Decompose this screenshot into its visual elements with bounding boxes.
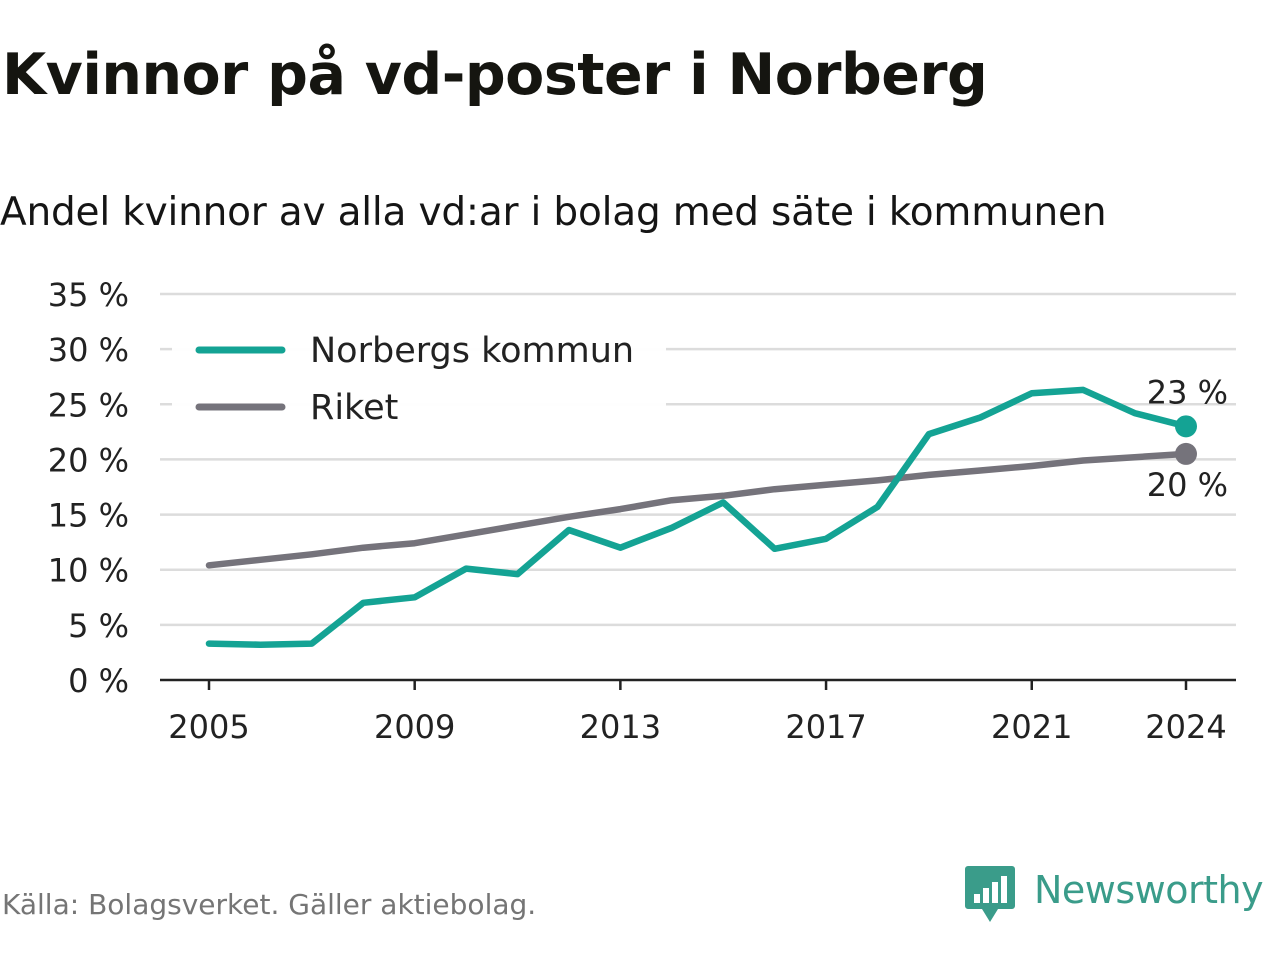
end-point-marker <box>1175 442 1197 465</box>
y-tick-label: 0 % <box>68 662 129 700</box>
x-tick-label: 2024 <box>1145 708 1226 746</box>
series-line-norbergs-kommun <box>205 386 1190 648</box>
source-note: Källa: Bolagsverket. Gäller aktiebolag. <box>2 888 537 921</box>
y-tick-label: 20 % <box>48 441 129 479</box>
y-tick-label: 10 % <box>48 552 129 590</box>
end-point-marker <box>1175 415 1197 438</box>
series-lines: 23 % 20 % <box>205 373 1228 648</box>
y-tick-label: 25 % <box>48 386 129 424</box>
end-value-label: 23 % <box>1147 373 1228 411</box>
x-tick-label: 2017 <box>785 708 866 746</box>
legend-label: Norbergs kommun <box>310 331 634 371</box>
x-axis <box>160 678 1236 690</box>
y-tick-label: 35 % <box>48 276 129 314</box>
x-tick-label: 2021 <box>991 708 1072 746</box>
y-tick-label: 30 % <box>48 331 129 369</box>
x-tick-label: 2009 <box>374 708 455 746</box>
x-tick-label: 2005 <box>168 708 249 746</box>
line-chart: 0 %5 %10 %15 %20 %25 %30 %35 % 2005 2009 2… <box>48 276 1236 746</box>
y-tick-labels: 0 % 5 % 10 % 15 % 20 % 25 % 30 % 35 % <box>48 276 129 700</box>
y-tick-label: 5 % <box>68 607 129 645</box>
legend-background <box>172 328 666 432</box>
legend-label: Riket <box>310 388 398 428</box>
end-value-label: 20 % <box>1147 466 1228 504</box>
y-tick-label: 15 % <box>48 497 129 535</box>
brand-name: Newsworthy <box>1034 868 1264 912</box>
chart-subtitle: Andel kvinnor av alla vd:ar i bolag med … <box>0 190 1107 235</box>
x-tick-labels: 2005 2009 2013 2017 2021 2024 <box>168 708 1226 746</box>
series-line-riket <box>205 450 1190 569</box>
x-tick-label: 2013 <box>580 708 661 746</box>
chart-title: Kvinnor på vd-poster i Norberg <box>2 42 988 108</box>
newsworthy-logo[interactable]: Newsworthy <box>964 862 1280 928</box>
legend: Norbergs kommun Riket <box>172 328 666 432</box>
newsworthy-logo-icon <box>965 866 1015 922</box>
